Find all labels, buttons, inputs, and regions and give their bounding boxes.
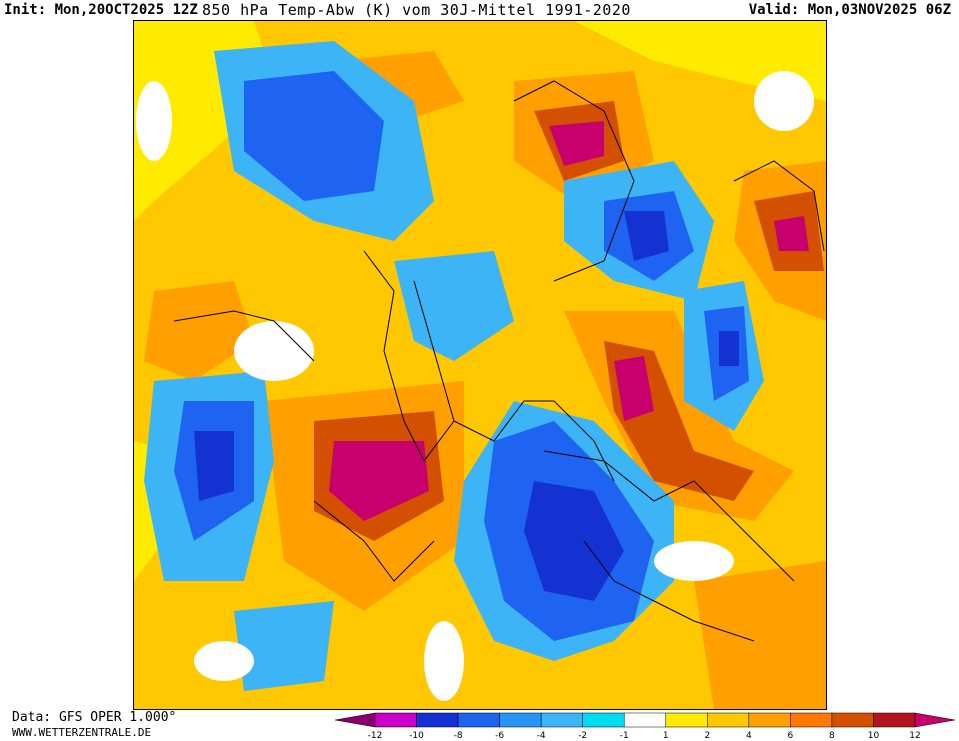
legend-tick-label: 2 (704, 731, 710, 740)
legend-swatch (790, 712, 833, 728)
init-time: Init: Mon,20OCT2025 12Z (4, 2, 198, 18)
legend-swatch (416, 712, 459, 728)
legend-swatch (582, 712, 625, 728)
legend-tick-label: -4 (537, 731, 546, 740)
website-credit: WWW.WETTERZENTRALE.DE (12, 726, 152, 739)
map-header: Init: Mon,20OCT2025 12Z 850 hPa Temp-Abw… (0, 0, 959, 20)
legend-swatch (831, 712, 874, 728)
legend-swatch (623, 712, 667, 728)
legend-swatch-max (914, 712, 955, 728)
data-source: Data: GFS OPER 1.000° (12, 710, 177, 725)
legend-tick-label: -10 (409, 731, 424, 740)
legend-swatch (540, 712, 583, 728)
legend-swatch (748, 712, 791, 728)
legend-tick-label: 4 (746, 731, 752, 740)
coastlines (173, 80, 825, 642)
legend-tick-label: 6 (788, 731, 794, 740)
valid-time: Valid: Mon,03NOV2025 06Z (748, 2, 951, 18)
legend-tick-label: -6 (495, 731, 504, 740)
legend-tick-label: -8 (454, 731, 463, 740)
map-title: 850 hPa Temp-Abw (K) vom 30J-Mittel 1991… (202, 1, 631, 19)
legend-tick-label: 8 (829, 731, 835, 740)
legend-swatch (457, 712, 500, 728)
legend-tick-label: 10 (868, 731, 880, 740)
legend-swatch (873, 712, 916, 728)
legend-tick-label: -2 (578, 731, 587, 740)
legend-tick-label: 12 (909, 731, 920, 740)
legend-swatch (707, 712, 750, 728)
legend-swatch-min (335, 712, 376, 728)
legend-swatch (499, 712, 542, 728)
extreme-hot-fields (329, 121, 809, 521)
legend-tick-label: -12 (368, 731, 383, 740)
color-legend: -12 -10 -8 -6 -4 -2 -1 1 2 4 6 8 10 12 (335, 712, 955, 740)
legend-tick-label: 1 (663, 731, 669, 740)
neutral-fields (136, 71, 814, 701)
legend-swatch (374, 712, 417, 728)
very-cold-fields (194, 211, 739, 601)
legend-tick-label: -1 (620, 731, 629, 740)
anomaly-map (133, 20, 827, 710)
legend-swatch (665, 712, 708, 728)
